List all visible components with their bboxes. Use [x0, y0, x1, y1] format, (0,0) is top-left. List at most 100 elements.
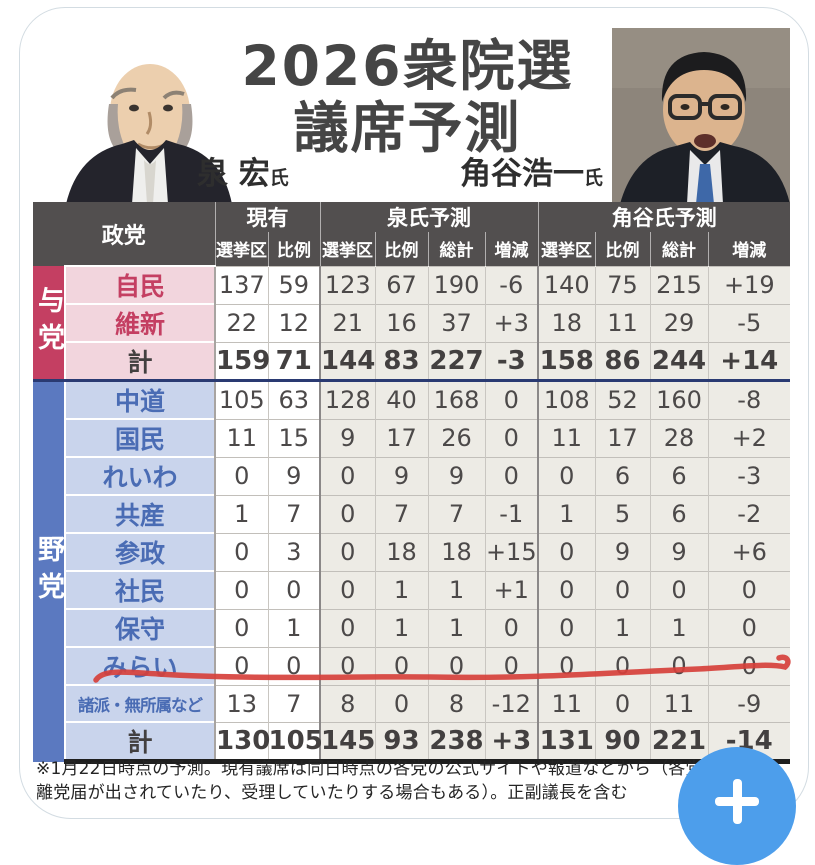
sub-column-header: 選挙区: [537, 232, 596, 266]
seat-value-cell: +1: [484, 570, 539, 609]
party-name-cell: みらい: [65, 646, 216, 685]
seat-value-cell: 0: [537, 532, 596, 571]
group-header: 泉氏予測: [319, 202, 539, 232]
title-line-2: 議席予測: [293, 95, 522, 160]
seat-value-cell: 17: [374, 418, 429, 457]
seat-value-cell: 0: [374, 684, 429, 722]
party-name-cell: 共産: [65, 494, 216, 533]
seat-value-cell: +3: [484, 303, 539, 342]
seat-value-cell: 9: [649, 532, 709, 571]
seat-value-cell: 0: [649, 570, 709, 609]
commentator-name-right-text: 角谷浩一: [460, 156, 584, 192]
seat-value-cell: 0: [319, 456, 376, 495]
seat-value-cell: 1: [374, 570, 429, 609]
seat-value-cell: 0: [214, 608, 269, 647]
seat-value-cell: 0: [707, 608, 791, 647]
seat-value-cell: 67: [374, 265, 429, 304]
seat-value-cell: 5: [594, 494, 651, 533]
compose-fab[interactable]: [678, 747, 796, 865]
seat-value-cell: 145: [319, 721, 375, 764]
seat-value-cell: 37: [427, 303, 486, 342]
seat-value-cell: 0: [267, 570, 321, 609]
seat-value-cell: 238: [427, 721, 486, 764]
sub-column-header: 増減: [484, 232, 539, 266]
seat-value-cell: 52: [594, 379, 651, 419]
seat-value-cell: 12: [267, 303, 321, 342]
seat-value-cell: 16: [374, 303, 429, 342]
seat-value-cell: 130: [214, 721, 270, 764]
seat-value-cell: 0: [484, 379, 539, 419]
seat-value-cell: 0: [537, 608, 596, 647]
seat-value-cell: 0: [594, 646, 651, 685]
party-name-cell: 諸派・無所属など: [65, 684, 216, 722]
seat-value-cell: 0: [319, 646, 376, 685]
section-band-opposition: 野党: [33, 379, 66, 762]
seat-value-cell: 29: [649, 303, 709, 342]
seat-value-cell: 0: [594, 570, 651, 609]
footnote-line-1: ※1月22日時点の予測。現有議席は同日時点の各党の公式サイトや報道などから（各党…: [36, 759, 738, 779]
seat-value-cell: 11: [649, 684, 709, 722]
commentator-name-left-text: 泉 宏: [197, 156, 270, 192]
seat-value-cell: 159: [214, 341, 270, 381]
seat-value-cell: 190: [427, 265, 486, 304]
seat-value-cell: 244: [649, 341, 709, 381]
seat-value-cell: 7: [267, 684, 321, 722]
seat-value-cell: -2: [707, 494, 791, 533]
seat-value-cell: 105: [267, 721, 323, 764]
seat-value-cell: 83: [374, 341, 429, 381]
seat-value-cell: 90: [594, 721, 651, 764]
seat-value-cell: 137: [214, 265, 269, 304]
seat-value-cell: 0: [319, 608, 376, 647]
seat-value-cell: 71: [267, 341, 321, 381]
seat-value-cell: 1: [427, 608, 486, 647]
seat-value-cell: 123: [319, 265, 376, 304]
sub-column-header: 選挙区: [214, 232, 269, 266]
seat-value-cell: +14: [707, 341, 791, 381]
commentator-name-left-suffix: 氏: [269, 167, 289, 189]
seat-value-cell: -1: [484, 494, 539, 533]
seat-value-cell: 0: [319, 570, 376, 609]
seat-value-cell: 1: [594, 608, 651, 647]
seat-value-cell: 9: [594, 532, 651, 571]
seat-value-cell: 63: [267, 379, 321, 419]
seat-value-cell: 168: [427, 379, 486, 419]
seat-value-cell: 0: [319, 532, 376, 571]
seat-value-cell: 160: [649, 379, 709, 419]
seat-value-cell: 0: [484, 646, 539, 685]
seat-value-cell: 7: [427, 494, 486, 533]
seat-value-cell: 1: [649, 608, 709, 647]
kadoya-photo: [612, 28, 790, 204]
sub-column-header: 選挙区: [319, 232, 376, 266]
seat-value-cell: 0: [374, 646, 429, 685]
seat-value-cell: 1: [537, 494, 596, 533]
seat-table-head: 政党 現有 泉氏予測 角谷氏予測 選挙区 比例 選挙区 比例 総計 増減 選挙区 比例 総計 増減: [33, 202, 791, 266]
election-title: 2026衆院選 議席予測: [0, 35, 815, 160]
seat-value-cell: 9: [427, 456, 486, 495]
seat-value-cell: 227: [427, 341, 486, 381]
sub-column-header: 比例: [374, 232, 429, 266]
seat-value-cell: 1: [374, 608, 429, 647]
seat-value-cell: -6: [484, 265, 539, 304]
seat-value-cell: -9: [707, 684, 791, 722]
party-name-cell: 中道: [65, 379, 216, 419]
seat-value-cell: 0: [649, 646, 709, 685]
seat-value-cell: 128: [319, 379, 376, 419]
footnote-line-2: 離党届が出されていたり、受理していたりする場合もある）。正副議長を含む: [36, 783, 628, 804]
seat-value-cell: 7: [267, 494, 321, 533]
seat-value-cell: 158: [537, 341, 596, 381]
seat-value-cell: 105: [214, 379, 269, 419]
seat-value-cell: 0: [484, 608, 539, 647]
party-name-cell: 参政: [65, 532, 216, 571]
seat-value-cell: 0: [267, 646, 321, 685]
seat-value-cell: 221: [649, 721, 709, 764]
seat-value-cell: 26: [427, 418, 486, 457]
party-name-cell: 計: [65, 341, 216, 381]
seat-value-cell: 0: [537, 646, 596, 685]
party-name-cell: れいわ: [65, 456, 216, 495]
seat-value-cell: -3: [484, 341, 539, 381]
seat-value-cell: 6: [649, 456, 709, 495]
seat-value-cell: 215: [649, 265, 709, 304]
seat-value-cell: 11: [537, 418, 596, 457]
seat-value-cell: 0: [214, 646, 269, 685]
seat-value-cell: 18: [537, 303, 596, 342]
